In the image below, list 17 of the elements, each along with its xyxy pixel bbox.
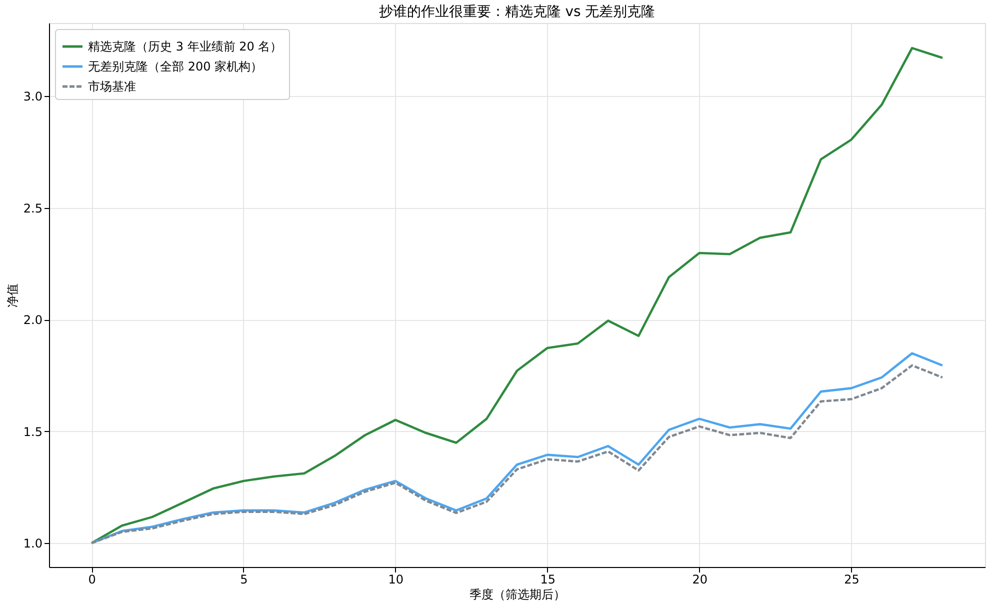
chart-title: 抄谁的作业很重要：精选克隆 vs 无差别克隆	[378, 4, 656, 20]
x-tick-label: 0	[88, 572, 96, 586]
y-tick-label: 2.5	[23, 201, 42, 216]
legend-label: 精选克隆（历史 3 年业绩前 20 名）	[88, 40, 282, 54]
x-tick-label: 25	[844, 572, 860, 586]
y-tick-label: 1.5	[23, 424, 42, 439]
x-tick-label: 5	[240, 572, 248, 586]
y-tick-label: 3.0	[23, 90, 42, 104]
y-tick-label: 2.0	[23, 313, 42, 328]
x-tick-label: 15	[540, 572, 556, 586]
legend-label: 市场基准	[88, 80, 136, 94]
x-axis-title: 季度（筛选期后）	[470, 588, 566, 602]
x-tick-label: 20	[692, 572, 708, 586]
y-axis-title: 净值	[5, 284, 20, 308]
x-tick-label: 10	[388, 572, 404, 586]
legend-label: 无差别克隆（全部 200 家机构）	[88, 60, 263, 74]
y-tick-label: 1.0	[23, 536, 42, 551]
